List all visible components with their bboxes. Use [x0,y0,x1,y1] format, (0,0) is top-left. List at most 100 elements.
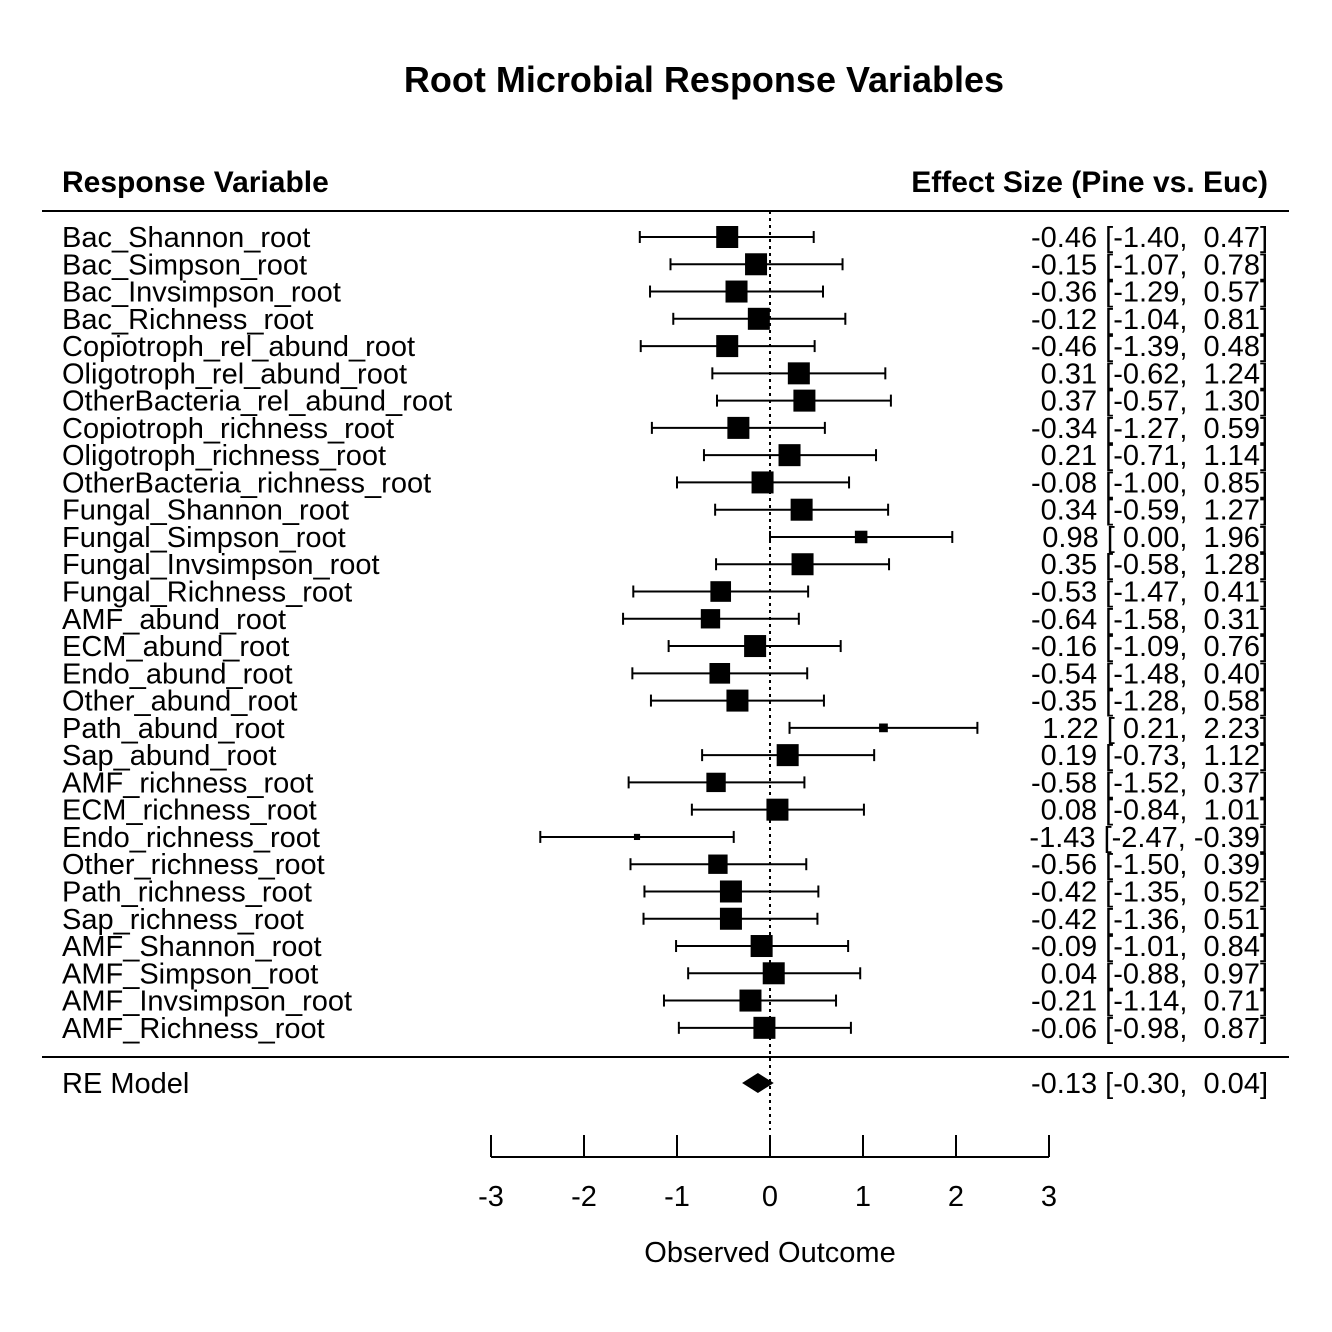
point-estimate [762,962,785,985]
row-label: Oligotroph_richness_root [62,440,386,472]
row-label: Copiotroph_richness_root [62,413,394,445]
row-label: AMF_Invsimpson_root [62,986,352,1018]
point-estimate [706,772,726,793]
point-estimate [790,498,813,521]
point-estimate [753,1016,776,1039]
study-row: AMF_Richness_root -0.06 [-0.98, 0.87] [62,1013,1268,1045]
row-label: OtherBacteria_richness_root [62,467,431,499]
row-label: Fungal_Richness_root [62,577,352,609]
row-label: Bac_Richness_root [62,304,313,336]
effect-size-value: -0.42 [-1.36, 0.51] [1031,904,1268,936]
row-label: ECM_abund_root [62,631,289,663]
effect-size-value: -0.64 [-1.58, 0.31] [1031,604,1268,636]
effect-size-value: -0.54 [-1.48, 0.40] [1031,658,1268,690]
study-row: AMF_Shannon_root -0.09 [-1.01, 0.84] [62,931,1268,963]
row-label: Sap_richness_root [62,904,304,936]
effect-size-value: -0.06 [-0.98, 0.87] [1031,1013,1268,1045]
study-row: Sap_abund_root 0.19 [-0.73, 1.12] [62,740,1268,772]
row-label: Bac_Shannon_root [62,222,310,254]
effect-size-value: -0.16 [-1.09, 0.76] [1031,631,1268,663]
study-rows: Bac_Shannon_root -0.46 [-1.40, 0.47]Bac_S… [62,211,1268,1130]
point-estimate [745,253,768,276]
effect-size-value: 0.37 [-0.57, 1.30] [1041,386,1268,418]
effect-size-value: -0.12 [-1.04, 0.81] [1031,304,1268,336]
effect-size-value: -0.36 [-1.29, 0.57] [1031,277,1268,309]
point-estimate [747,307,770,330]
x-axis-label: Observed Outcome [644,1237,895,1269]
study-row: Fungal_Richness_root -0.53 [-1.47, 0.41] [62,577,1268,609]
effect-size-value: 0.34 [-0.59, 1.27] [1041,495,1268,527]
row-label: Path_abund_root [62,713,285,745]
effect-size-value: -0.56 [-1.50, 0.39] [1031,849,1268,881]
effect-size-value: 0.21 [-0.71, 1.14] [1041,440,1268,472]
right-column-header: Effect Size (Pine vs. Euc) [911,166,1268,199]
row-label: Other_abund_root [62,686,297,718]
x-tick-label: 2 [948,1181,964,1213]
row-label: Bac_Invsimpson_root [62,277,341,309]
study-row: Path_abund_root 1.22 [ 0.21, 2.23] [62,713,1268,745]
study-row: Bac_Invsimpson_root -0.36 [-1.29, 0.57] [62,277,1268,309]
point-estimate [709,663,731,684]
x-tick-label: -3 [478,1181,504,1213]
point-estimate [751,471,774,494]
study-row: AMF_abund_root -0.64 [-1.58, 0.31] [62,604,1268,636]
point-estimate [708,854,728,874]
row-label: Fungal_Simpson_root [62,522,346,554]
effect-size-value: -0.42 [-1.35, 0.52] [1031,876,1268,908]
effect-size-value: -0.08 [-1.00, 0.85] [1031,467,1268,499]
point-estimate [716,335,739,358]
x-tick-label: -2 [571,1181,597,1213]
row-label: Endo_abund_root [62,658,293,690]
study-row: Other_richness_root -0.56 [-1.50, 0.39] [62,849,1268,881]
point-estimate [716,226,739,248]
effect-size-value: 0.35 [-0.58, 1.28] [1041,549,1268,581]
effect-size-value: -0.09 [-1.01, 0.84] [1031,931,1268,963]
x-tick-label: -1 [664,1181,690,1213]
point-estimate [633,833,641,841]
row-label: Fungal_Invsimpson_root [62,549,380,581]
point-estimate [778,444,801,467]
study-row: AMF_Invsimpson_root -0.21 [-1.14, 0.71] [62,986,1268,1018]
effect-size-value: -0.46 [-1.40, 0.47] [1031,222,1268,254]
summary-value: -0.13 [-0.30, 0.04] [1031,1068,1268,1100]
point-estimate [725,280,748,303]
study-row: Fungal_Simpson_root 0.98 [ 0.00, 1.96] [62,522,1268,554]
study-row: Bac_Richness_root -0.12 [-1.04, 0.81] [62,304,1268,336]
summary-row: RE Model -0.13 [-0.30, 0.04] [62,1068,1268,1100]
study-row: Endo_abund_root -0.54 [-1.48, 0.40] [62,658,1268,690]
study-row: Oligotroph_rel_abund_root 0.31 [-0.62, 1.… [62,358,1268,390]
study-row: Fungal_Shannon_root 0.34 [-0.59, 1.27] [62,495,1268,527]
point-estimate [879,723,888,733]
row-label: Copiotroph_rel_abund_root [62,331,415,363]
study-row: Bac_Shannon_root -0.46 [-1.40, 0.47] [62,222,1268,254]
point-estimate [739,989,762,1012]
row-label: AMF_Richness_root [62,1013,325,1045]
effect-size-value: -0.35 [-1.28, 0.58] [1031,686,1268,718]
point-estimate [719,880,742,903]
study-row: OtherBacteria_richness_root -0.08 [-1.00,… [62,467,1268,499]
row-label: AMF_Simpson_root [62,958,318,990]
row-label: ECM_richness_root [62,795,317,827]
study-row: Fungal_Invsimpson_root 0.35 [-0.58, 1.28] [62,549,1268,581]
row-label: AMF_richness_root [62,767,313,799]
study-row: ECM_abund_root -0.16 [-1.09, 0.76] [62,631,1268,663]
study-row: Path_richness_root -0.42 [-1.35, 0.52] [62,876,1268,908]
point-estimate [766,798,789,821]
effect-size-value: 0.04 [-0.88, 0.97] [1041,958,1268,990]
point-estimate [776,744,799,767]
study-row: ECM_richness_root 0.08 [-0.84, 1.01] [62,795,1268,827]
point-estimate [744,635,767,658]
study-row: Oligotroph_richness_root 0.21 [-0.71, 1.1… [62,440,1268,472]
row-label: AMF_abund_root [62,604,286,636]
point-estimate [710,581,732,602]
point-estimate [726,689,749,712]
summary-diamond [742,1073,774,1093]
left-column-header: Response Variable [62,166,329,199]
x-axis: -3 -2 -1 0 1 2 3 [478,1135,1057,1213]
effect-size-value: -0.58 [-1.52, 0.37] [1031,767,1268,799]
point-estimate [787,362,810,385]
study-row: Sap_richness_root -0.42 [-1.36, 0.51] [62,904,1268,936]
study-row: OtherBacteria_rel_abund_root 0.37 [-0.57,… [62,386,1268,418]
row-label: Oligotroph_rel_abund_root [62,358,407,390]
